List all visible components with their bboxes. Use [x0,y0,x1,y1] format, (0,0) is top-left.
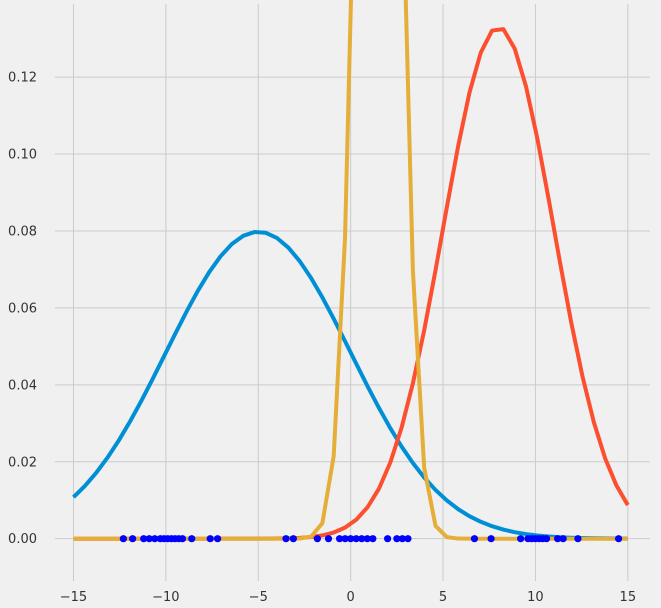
data-point [542,535,551,543]
data-point [393,535,401,543]
data-point [614,535,623,543]
data-point [335,535,344,543]
y-tick-label: 0.02 [8,455,37,470]
y-tick-label: 0.04 [8,378,37,393]
data-point [358,535,366,543]
data-point [554,535,562,543]
data-point [289,535,297,543]
grid [55,4,650,581]
data-point [347,535,355,543]
data-point [282,535,290,543]
data-point [324,535,333,543]
x-tick-label: 5 [439,590,447,605]
data-point [369,535,377,543]
data-point [487,535,495,543]
y-tick-label: 0.10 [8,148,37,163]
x-tick-label: 15 [620,590,637,605]
y-tick-label: 0.08 [8,224,37,239]
data-point [363,535,371,543]
data-point [151,535,159,543]
y-tick-label: 0.12 [8,71,37,86]
x-tick-label: −5 [249,590,268,605]
x-tick-label: −10 [152,590,179,605]
data-point [559,535,567,543]
data-point [313,535,321,543]
data-point [404,535,412,543]
data-point [188,535,196,543]
x-tick-label: 0 [347,590,355,605]
y-tick-label: 0.00 [8,532,37,547]
observation-points [119,535,623,543]
data-point [140,535,148,543]
data-point [214,535,222,543]
data-point [352,535,360,543]
x-tick-label: 10 [527,590,544,605]
x-tick-label: −15 [60,590,87,605]
data-point [119,535,127,543]
data-point [129,535,137,543]
data-point [470,535,479,543]
data-point [145,535,153,543]
data-point [341,535,349,543]
y-tick-label: 0.06 [8,301,37,316]
data-point [206,535,214,543]
tick-labels: −15 −10 −5 0 5 10 15 0.00 0.02 0.04 0.06 0.08 0.10 0.… [8,71,636,605]
data-point [398,535,406,543]
data-point [574,535,582,543]
data-point [384,535,392,543]
data-point [517,535,525,543]
data-point [178,535,187,543]
